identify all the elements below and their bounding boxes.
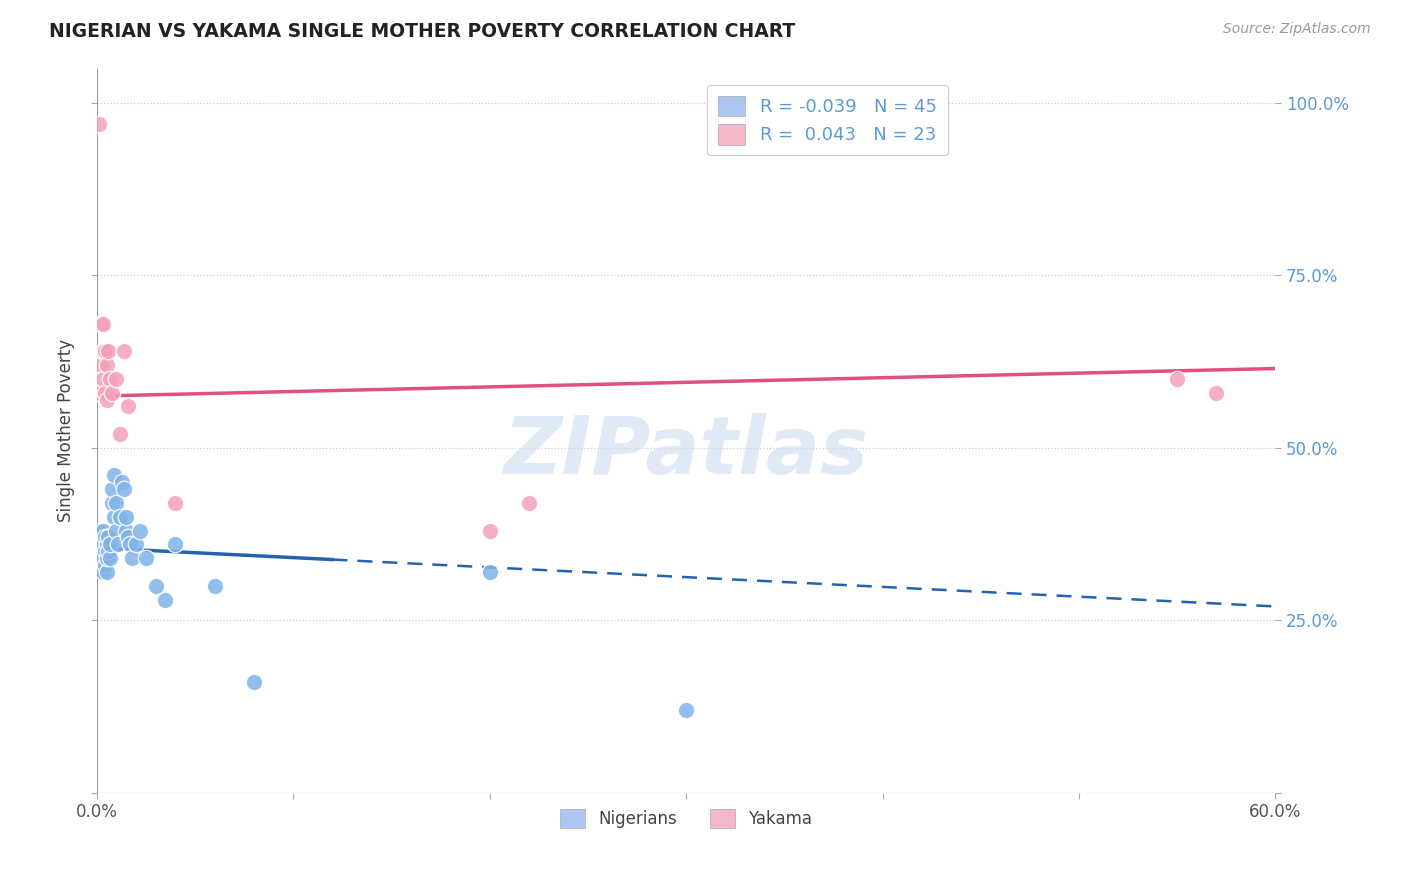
Point <box>112 344 135 359</box>
Point <box>87 551 110 566</box>
Point <box>165 537 187 551</box>
Point <box>145 579 167 593</box>
Point <box>115 524 138 538</box>
Text: ZIPatlas: ZIPatlas <box>503 413 869 491</box>
Point <box>97 531 120 545</box>
Point <box>93 385 115 400</box>
Point <box>101 496 124 510</box>
Point <box>90 358 112 372</box>
Point <box>91 372 114 386</box>
Point <box>90 558 112 572</box>
Point <box>517 496 540 510</box>
Text: NIGERIAN VS YAKAMA SINGLE MOTHER POVERTY CORRELATION CHART: NIGERIAN VS YAKAMA SINGLE MOTHER POVERTY… <box>49 22 796 41</box>
Point <box>111 475 134 490</box>
Point <box>105 524 128 538</box>
Point <box>115 509 138 524</box>
Point <box>110 509 132 524</box>
Point <box>129 524 152 538</box>
Point <box>91 344 114 359</box>
Point <box>97 344 120 359</box>
Point <box>91 565 114 579</box>
Point <box>91 317 114 331</box>
Point <box>101 482 124 496</box>
Point <box>96 537 118 551</box>
Point <box>90 531 112 545</box>
Point <box>155 592 177 607</box>
Point <box>87 117 110 131</box>
Point <box>105 496 128 510</box>
Point <box>96 565 118 579</box>
Point <box>478 524 501 538</box>
Point <box>93 531 115 545</box>
Point <box>112 482 135 496</box>
Point <box>91 551 114 566</box>
Point <box>107 537 129 551</box>
Point <box>204 579 226 593</box>
Point <box>121 551 143 566</box>
Y-axis label: Single Mother Poverty: Single Mother Poverty <box>58 339 75 522</box>
Point <box>117 531 139 545</box>
Point <box>243 675 266 690</box>
Point <box>96 551 118 566</box>
Point <box>100 372 122 386</box>
Point <box>91 524 114 538</box>
Point <box>103 468 125 483</box>
Point <box>100 551 122 566</box>
Point <box>103 509 125 524</box>
Point <box>105 372 128 386</box>
Point <box>101 385 124 400</box>
Point <box>1166 372 1188 386</box>
Point <box>90 544 112 558</box>
Point <box>87 385 110 400</box>
Point <box>100 537 122 551</box>
Point <box>117 400 139 414</box>
Point <box>125 537 148 551</box>
Text: Source: ZipAtlas.com: Source: ZipAtlas.com <box>1223 22 1371 37</box>
Point <box>165 496 187 510</box>
Point <box>90 317 112 331</box>
Point <box>87 537 110 551</box>
Point <box>93 544 115 558</box>
Point <box>93 558 115 572</box>
Point <box>91 537 114 551</box>
Point <box>97 544 120 558</box>
Point <box>120 537 142 551</box>
Point <box>96 392 118 407</box>
Point <box>135 551 157 566</box>
Point <box>93 344 115 359</box>
Point <box>110 427 132 442</box>
Legend: Nigerians, Yakama: Nigerians, Yakama <box>553 803 820 835</box>
Point <box>675 703 697 717</box>
Point <box>96 358 118 372</box>
Point <box>478 565 501 579</box>
Point <box>87 524 110 538</box>
Point <box>1205 385 1227 400</box>
